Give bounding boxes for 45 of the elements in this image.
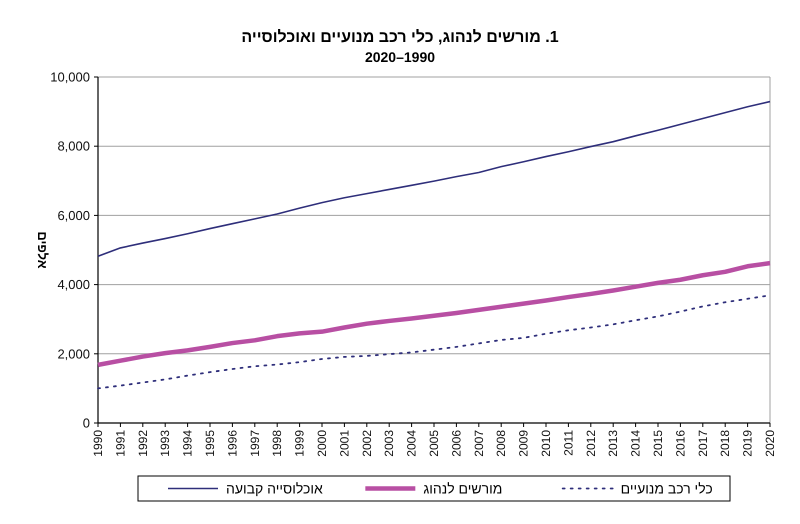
x-tick-label: 2018	[718, 430, 732, 457]
x-tick-label: 2017	[696, 430, 710, 457]
x-tick-label: 2005	[427, 430, 441, 457]
legend-label: אוכלוסייה קבועה	[226, 480, 323, 496]
x-tick-label: 2016	[673, 430, 688, 457]
x-tick-label: 2006	[449, 430, 464, 457]
x-tick-label: 2010	[539, 430, 553, 457]
x-tick-label: 2008	[494, 430, 508, 457]
x-tick-label: 1999	[292, 430, 307, 457]
y-tick-label: 10,000	[50, 70, 90, 84]
x-tick-label: 2003	[382, 430, 396, 457]
y-tick-label: 6,000	[57, 208, 90, 223]
x-tick-label: 1998	[270, 430, 284, 457]
x-tick-label: 2014	[628, 430, 643, 457]
x-tick-label: 2009	[516, 430, 531, 457]
y-tick-label: 4,000	[57, 277, 90, 292]
chart-title: 1. מורשים לנהוג, כלי רכב מנועיים ואוכלוסייה	[241, 28, 559, 46]
x-tick-label: 2000	[315, 430, 329, 457]
x-tick-label: 1992	[136, 430, 150, 457]
x-tick-label: 2013	[606, 430, 620, 457]
x-tick-label: 2001	[337, 430, 352, 457]
line-series	[96, 260, 772, 368]
x-tick-label: 1990	[91, 430, 105, 457]
y-axis-title: אלפים	[35, 231, 50, 269]
y-tick-label: 8,000	[57, 138, 90, 154]
x-tick-label: 1991	[113, 430, 128, 457]
y-tick-label: 0	[82, 416, 90, 430]
legend-label: כלי רכב מנועיים	[620, 480, 713, 496]
legend-label: מורשים לנהוג	[423, 480, 502, 496]
x-tick-label: 2004	[404, 430, 419, 457]
x-tick-label: 2019	[740, 430, 755, 457]
x-tick-label: 1994	[180, 430, 195, 457]
x-tick-label: 2002	[360, 430, 374, 457]
x-tick-label: 1996	[225, 430, 240, 457]
line-series	[97, 100, 771, 258]
x-tick-label: 2007	[472, 430, 486, 457]
y-tick-label: 2,000	[57, 346, 90, 362]
x-tick-label: 1997	[248, 430, 262, 457]
x-tick-label: 2015	[651, 430, 665, 457]
x-tick-label: 2012	[584, 430, 598, 457]
x-tick-label: 2020	[763, 430, 777, 457]
chart-subtitle: 2020–1990	[364, 49, 436, 65]
x-tick-label: 1993	[158, 430, 172, 457]
x-tick-label: 1995	[203, 430, 217, 457]
x-tick-label: 2011	[561, 430, 576, 456]
